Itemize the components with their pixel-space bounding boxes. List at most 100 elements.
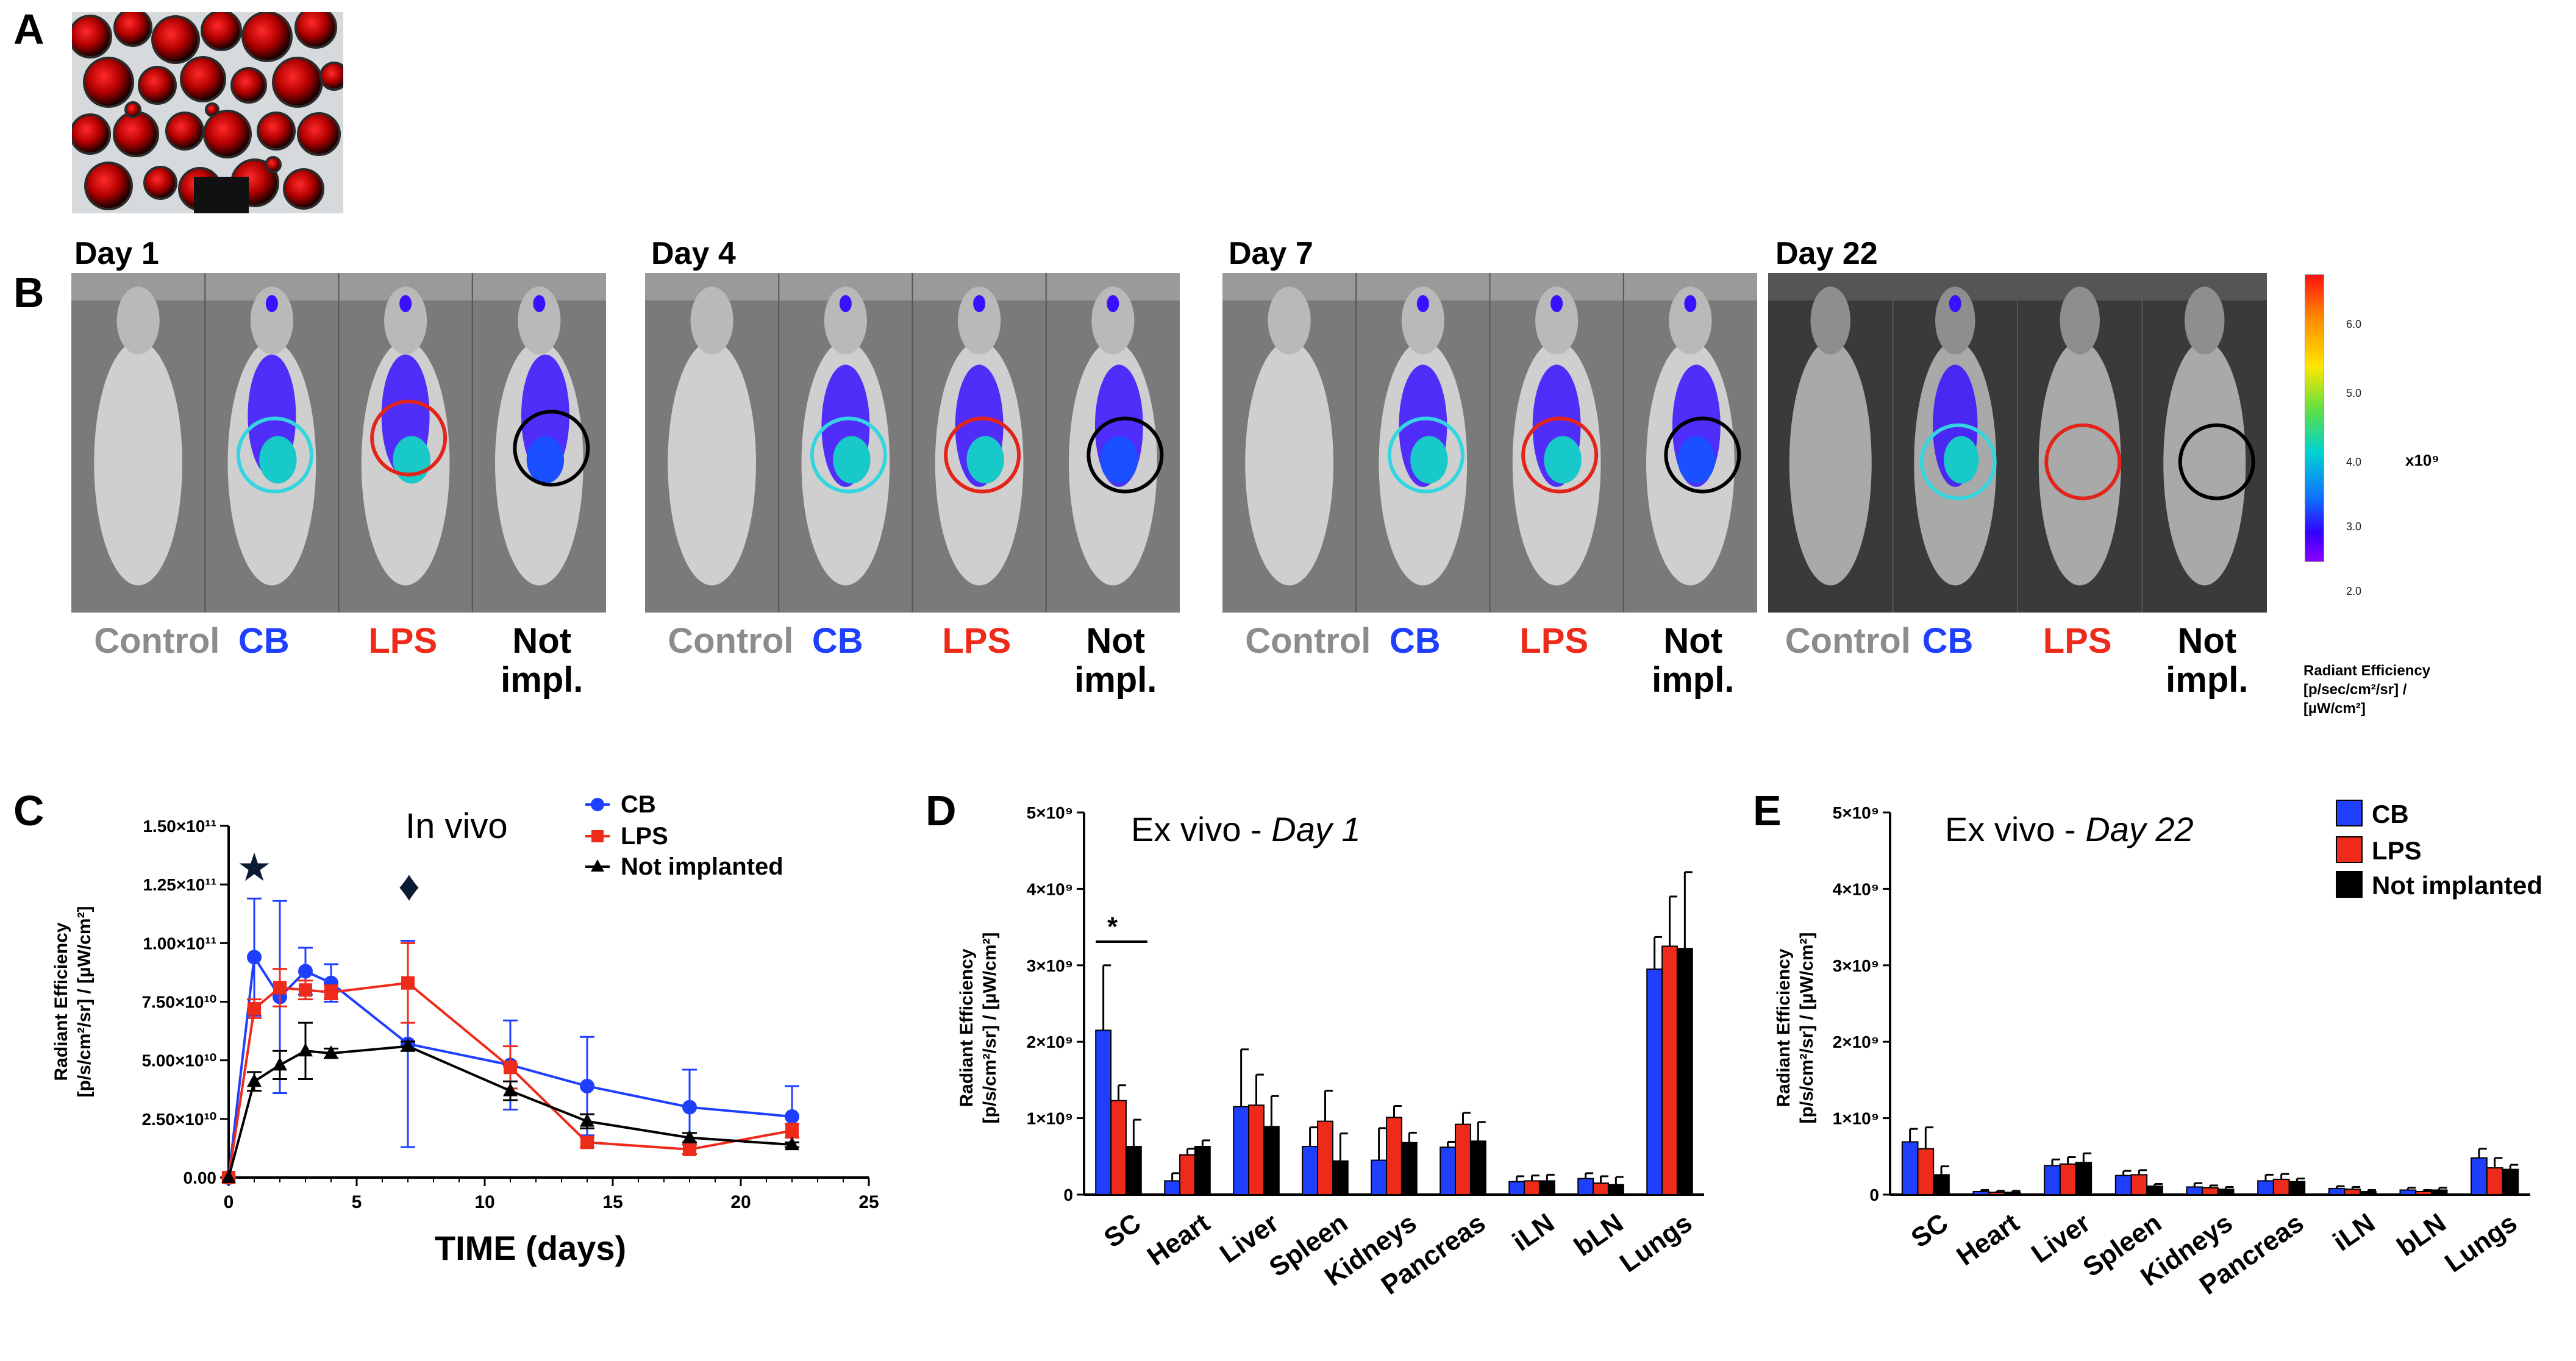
mouse-head — [1535, 286, 1579, 355]
implant-roi-circle — [1919, 423, 1997, 500]
panel-letter-e: E — [1753, 787, 1782, 834]
bar-iln-not-implanted — [1538, 1180, 1555, 1195]
bar-liver-lps — [2059, 1163, 2077, 1196]
bar-bln-cb — [2399, 1189, 2417, 1196]
bar-spleen-not-implanted — [2146, 1185, 2163, 1195]
implant-roi-circle — [2044, 423, 2122, 500]
day-label-7: Day 7 — [1229, 236, 1313, 271]
bar-liver-not-implanted — [2075, 1162, 2093, 1195]
group-label-lps: LPS — [1519, 621, 1589, 661]
y-tick-label: 2×10⁹ — [1027, 1032, 1073, 1051]
chart-title-emph: Day 1 — [1271, 810, 1360, 848]
bar-kidneys-cb — [2186, 1186, 2203, 1196]
group-label-not-implanted: Not impl. — [2128, 622, 2286, 700]
signal-head — [533, 295, 546, 313]
bar-iln-cb — [1508, 1181, 1525, 1196]
legend-swatch — [2336, 836, 2363, 863]
x-tick-label: iLN — [2328, 1208, 2380, 1257]
bar-pancreas-not-implanted — [2288, 1181, 2306, 1196]
colorbar-tick: 6.0 — [2346, 318, 2362, 330]
group-label-cb: CB — [812, 621, 863, 661]
bar-sc-not-implanted — [1125, 1145, 1142, 1195]
group-label-lps: LPS — [942, 621, 1011, 661]
bar-bln-lps — [1593, 1182, 1609, 1196]
signal-head — [1416, 295, 1429, 313]
x-category-label: SC — [1906, 1208, 1953, 1254]
data-point-lps — [785, 1124, 799, 1138]
y-axis-label: Radiant Efficiency [p/s/cm²/sr] / [µW/cm²… — [51, 906, 95, 1098]
x-tick-label: iLN — [1507, 1208, 1560, 1257]
bar-iln-lps — [1524, 1180, 1540, 1195]
x-category-label: Heart — [1142, 1207, 1216, 1271]
signal-hotspot — [1944, 436, 1979, 484]
bar-liver-cb — [2044, 1165, 2061, 1196]
x-tick-label: SC — [1099, 1208, 1146, 1254]
legend-marker — [591, 859, 604, 872]
x-category-label: Lungs — [2439, 1208, 2522, 1279]
bar-iln-not-implanted — [2360, 1190, 2377, 1196]
legend-label: CB — [621, 791, 656, 818]
mouse-head — [1810, 286, 1850, 355]
y-tick-label: 4×10⁹ — [1833, 879, 1879, 898]
bar-spleen-not-implanted — [1332, 1160, 1349, 1195]
y-tick-label: 3×10⁹ — [1027, 956, 1073, 975]
group-label-not-line2: impl. — [501, 660, 583, 700]
y-tick-label: 0 — [1063, 1185, 1073, 1204]
signal-head — [839, 295, 852, 313]
data-point-cb — [298, 964, 313, 979]
data-point-lps — [299, 983, 312, 997]
bar-liver-lps — [1248, 1104, 1265, 1195]
group-label-lps: LPS — [2043, 621, 2112, 661]
bar-kidneys-not-implanted — [2217, 1189, 2235, 1195]
bar-pancreas-not-implanted — [1469, 1140, 1486, 1195]
signal-head — [973, 295, 986, 313]
ivis-photo-drawing — [1768, 273, 2267, 613]
data-point-not-implanted — [324, 1045, 338, 1059]
mouse-head — [1091, 286, 1135, 355]
group-label-not-line1: Not — [1663, 621, 1723, 661]
group-label-control: Control — [1785, 621, 1911, 661]
x-tick-label: Heart — [1951, 1207, 2025, 1271]
bar-iln-cb — [2328, 1187, 2346, 1196]
x-tick-label: 10 — [474, 1192, 494, 1212]
mouse-head — [2060, 286, 2100, 355]
x-tick-label: Lungs — [1614, 1208, 1697, 1279]
implant-roi-circle — [1086, 416, 1164, 494]
implant-roi-circle — [810, 416, 887, 494]
x-tick-label: SC — [1906, 1208, 1953, 1254]
x-tick-label: 0 — [224, 1192, 234, 1212]
group-label-not-line1: Not — [512, 621, 572, 661]
series-line-0 — [227, 953, 793, 1178]
colorbar-tick: 5.0 — [2346, 387, 2362, 399]
ivis-photo — [1768, 273, 2267, 613]
y-tick-label: 2.50×10¹⁰ — [141, 1110, 216, 1129]
signal-head — [1949, 295, 1961, 313]
signal-hotspot — [1544, 436, 1582, 484]
bar-pancreas-lps — [2272, 1178, 2290, 1195]
mouse-head — [824, 286, 867, 355]
group-label-cb: CB — [1922, 621, 1974, 661]
microsphere-micrograph — [72, 12, 343, 213]
y-tick-label: 5×10⁹ — [1027, 803, 1073, 822]
panel-letter-a: A — [13, 5, 45, 53]
panel-letter-c: C — [13, 787, 45, 834]
x-tick-label: Heart — [1142, 1207, 1216, 1271]
colorbar-tick: 3.0 — [2346, 521, 2362, 533]
data-point-lps — [504, 1061, 517, 1075]
data-point-cb — [580, 1078, 594, 1093]
implant-roi-circle — [513, 410, 590, 487]
bar-spleen-cb — [2114, 1174, 2132, 1196]
chart-title-prefix: Ex vivo - — [1945, 810, 2085, 848]
bar-lungs-cb — [2471, 1157, 2488, 1195]
implant-roi-circle — [370, 399, 448, 477]
x-tick-label: 5 — [352, 1192, 362, 1212]
data-point-not-implanted — [298, 1043, 313, 1057]
mouse-head — [250, 286, 293, 355]
implant-roi-circle — [1521, 416, 1599, 494]
y-tick-label: 1.50×10¹¹ — [143, 817, 216, 836]
chart-d-ex-vivo-day1: 5×10⁹ 4×10⁹ 3×10⁹ 2×10⁹ 1×10⁹ 0 Radiant Effici… — [957, 803, 1704, 1301]
x-tick-label: 20 — [730, 1192, 751, 1212]
bar-bln-cb — [1577, 1178, 1594, 1196]
group-label-control: Control — [94, 621, 220, 661]
signal-hotspot — [259, 436, 297, 484]
